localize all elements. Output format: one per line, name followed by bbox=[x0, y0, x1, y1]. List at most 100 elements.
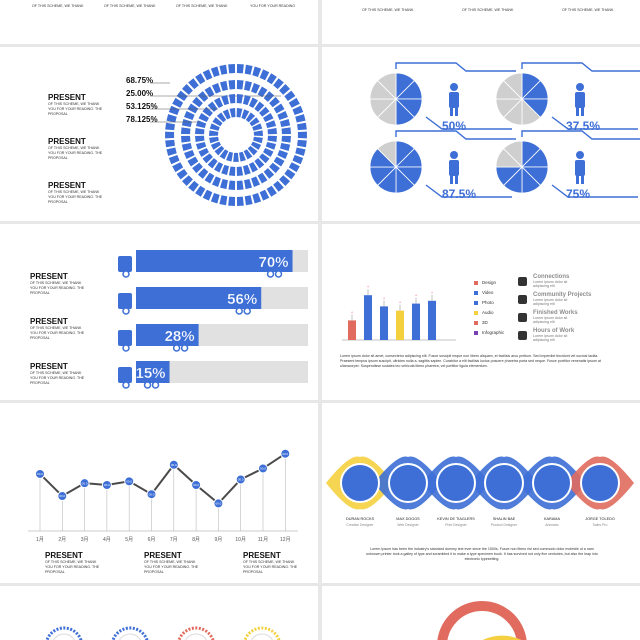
slide-trucks: PRESENT OF THIS SCHEME, WE THANK YOU FOR… bbox=[0, 224, 318, 400]
bubble-role: Animator bbox=[545, 523, 559, 527]
ring-segment bbox=[269, 162, 280, 174]
ring-segment bbox=[288, 162, 300, 173]
line-point bbox=[168, 459, 179, 470]
ring-segment bbox=[233, 152, 239, 162]
ring-segment bbox=[257, 86, 268, 98]
person-head-icon bbox=[450, 151, 458, 159]
ring-segment bbox=[280, 143, 291, 152]
ring-value-4: 78.125% bbox=[126, 115, 158, 124]
stat-sub: Lorem ipsum dolor sit bbox=[533, 280, 568, 284]
pie-connector bbox=[395, 62, 516, 72]
slide-bubbles: DURAN ROCKS Creative Designer MAX DOGGS Web… bbox=[322, 403, 640, 583]
line-point bbox=[57, 491, 68, 502]
line-point bbox=[124, 476, 135, 487]
legend-swatch bbox=[474, 291, 478, 295]
legend-swatch bbox=[474, 321, 478, 325]
present-heading: PRESENT bbox=[48, 93, 86, 102]
pie-connector bbox=[551, 184, 638, 198]
ring-segment bbox=[281, 135, 291, 143]
ring-segment bbox=[259, 69, 270, 81]
person-leg-icon bbox=[581, 107, 584, 116]
ring-segment bbox=[273, 180, 284, 192]
bubble-caption: JORGE TOLEDO Sales Pro bbox=[578, 517, 622, 527]
bubble-name: KEVIN DE TIAGLERS bbox=[437, 517, 475, 521]
ring-segment bbox=[248, 97, 258, 108]
slide-linechart: 1月 2月 3月 4月 5月 6月 7月 8月 9月 10月 11月 12月 00.0 00.0 00.0 0… bbox=[0, 403, 318, 583]
bubble-caption: KARAMA Animator bbox=[530, 517, 574, 527]
ring-segment bbox=[251, 176, 261, 187]
ring-segment bbox=[166, 147, 177, 156]
bubble-paragraph: Lorem Ipsum has been the industry's stan… bbox=[336, 547, 628, 562]
line-point bbox=[35, 468, 45, 479]
ring-segment bbox=[228, 180, 236, 190]
truck-wheel-icon bbox=[122, 270, 130, 278]
body-line: PROPOSAL bbox=[45, 569, 65, 574]
ring-segment bbox=[172, 162, 184, 173]
ring-segment bbox=[168, 155, 180, 165]
x-tick-label: 1月 bbox=[36, 537, 44, 543]
bubble-name: MAX DOGGS bbox=[396, 517, 420, 521]
pie-slice bbox=[377, 72, 397, 100]
ring-segment bbox=[273, 103, 285, 114]
ring-segment bbox=[222, 109, 231, 120]
ring-segment bbox=[273, 78, 284, 90]
paragraph-line: Lorem ipsum dolor sit amet, consectetur … bbox=[340, 354, 599, 358]
ring-segment bbox=[252, 192, 262, 204]
ring-segment bbox=[202, 153, 213, 164]
bubble-circle bbox=[580, 463, 620, 503]
ring-segment bbox=[214, 97, 224, 108]
body-line: OF THIS SCHEME, WE THANK bbox=[30, 371, 82, 375]
ring-segment bbox=[292, 105, 304, 115]
legend-label: Video bbox=[482, 290, 494, 295]
ring-segment bbox=[297, 139, 307, 148]
bar-value-label: + bbox=[415, 293, 418, 298]
bar bbox=[364, 295, 372, 340]
calendar-icon bbox=[518, 312, 527, 322]
truck-value: 28% bbox=[165, 328, 195, 345]
body-line: PROPOSAL bbox=[48, 155, 68, 160]
line-point bbox=[101, 480, 112, 490]
line-point-label: 00.0 bbox=[282, 452, 288, 456]
person-head-icon bbox=[450, 83, 458, 91]
body-line: OF THIS SCHEME, WE THANK bbox=[48, 102, 100, 106]
ring-segment bbox=[228, 80, 236, 90]
pie-label-4: 75% bbox=[566, 187, 591, 201]
top-text-7: OF THIS SCHEME, WE THANK bbox=[562, 8, 614, 12]
line-text-block-3: PRESENT OF THIS SCHEME, WE THANK YOU FOR… bbox=[243, 551, 297, 574]
ring-segment bbox=[202, 69, 213, 81]
legend-swatch bbox=[474, 301, 478, 305]
stat-item: Hours of Work Lorem ipsum dolor sit adipis… bbox=[518, 326, 638, 344]
line-point-label: 00.0 bbox=[104, 483, 110, 487]
legend-swatch bbox=[474, 311, 478, 315]
ring-segment bbox=[209, 130, 219, 136]
ring-segment bbox=[172, 97, 184, 108]
line-point bbox=[146, 489, 157, 500]
ring-segment bbox=[244, 179, 253, 190]
stats-list: Connections Lorem ipsum dolor sit adipisci… bbox=[518, 272, 638, 344]
bubble-role: Creative Designer bbox=[346, 523, 374, 527]
ring-segment bbox=[209, 136, 219, 144]
x-tick-label: 4月 bbox=[103, 537, 111, 543]
person-leg-icon bbox=[455, 175, 458, 184]
ring-segment bbox=[214, 162, 224, 173]
bar bbox=[396, 310, 404, 340]
truck-wheel-icon bbox=[172, 344, 181, 352]
truck-value: 70% bbox=[258, 254, 288, 271]
stat-text: Community Projects Lorem ipsum dolor sit a… bbox=[533, 292, 591, 306]
bubble-circle bbox=[484, 463, 524, 503]
ring-segment bbox=[195, 73, 206, 85]
line-chart: 1月 2月 3月 4月 5月 6月 7月 8月 9月 10月 11月 12月 00.0 00.0 00.0 0… bbox=[28, 448, 298, 543]
body-line: PROPOSAL bbox=[30, 335, 50, 340]
bar bbox=[380, 306, 388, 340]
pie-slice bbox=[503, 140, 523, 168]
ring-segment bbox=[165, 122, 175, 131]
present-heading: PRESENT bbox=[30, 272, 68, 281]
ring-segment bbox=[263, 91, 275, 102]
stat-item: Finished Works Lorem ipsum dolor sit adipi… bbox=[518, 308, 638, 326]
ring-segment bbox=[188, 78, 199, 90]
stat-title: Connections bbox=[533, 274, 570, 280]
ring-segment bbox=[176, 169, 188, 180]
bottom-rings bbox=[45, 626, 281, 640]
line-point-label: 00.0 bbox=[82, 481, 88, 485]
ring-segment bbox=[219, 64, 228, 75]
